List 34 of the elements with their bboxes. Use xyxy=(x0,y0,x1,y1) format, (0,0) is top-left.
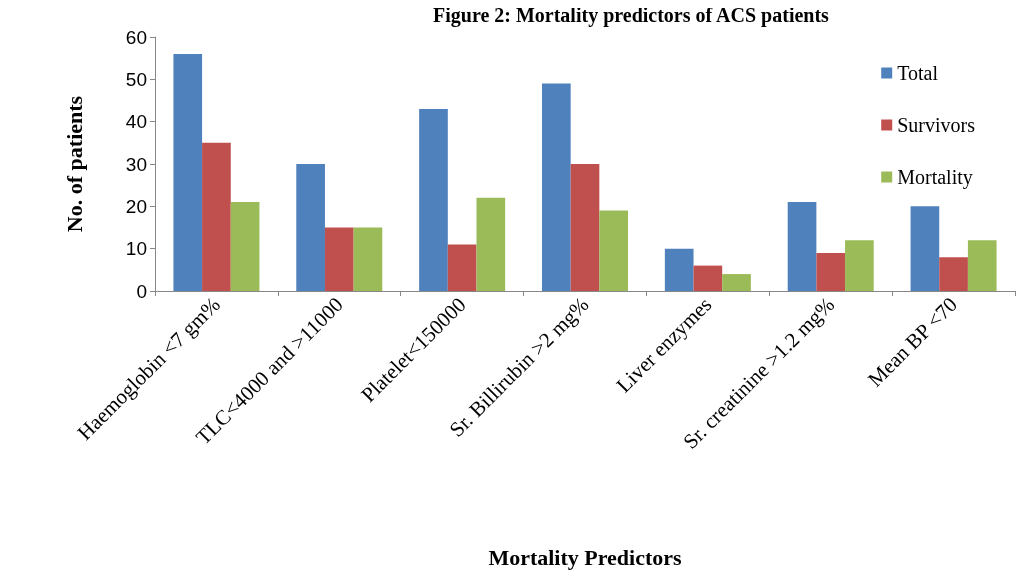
legend-label: Total xyxy=(897,62,939,84)
bar xyxy=(967,240,997,291)
bar xyxy=(599,210,628,291)
bar xyxy=(787,202,817,291)
bar xyxy=(419,108,448,291)
bar xyxy=(939,257,968,291)
bar xyxy=(664,248,694,291)
bar xyxy=(230,202,260,291)
y-tick-label: 30 xyxy=(125,153,147,175)
y-tick-label: 10 xyxy=(125,238,147,260)
bar xyxy=(447,244,477,291)
y-tick-label: 20 xyxy=(125,195,147,217)
bar xyxy=(570,164,600,291)
bar xyxy=(693,265,723,291)
bar xyxy=(542,83,571,291)
bar xyxy=(910,206,940,291)
y-tick-label: 0 xyxy=(136,280,147,302)
bar xyxy=(353,227,383,291)
chart-title: Figure 2: Mortality predictors of ACS patients xyxy=(433,4,830,27)
bar xyxy=(845,240,874,291)
legend-label: Mortality xyxy=(897,166,973,189)
bar xyxy=(296,164,325,291)
y-tick-label: 50 xyxy=(125,68,147,90)
bar xyxy=(324,227,354,291)
bar xyxy=(202,142,231,291)
y-axis-title: No. of patients xyxy=(61,95,87,233)
y-tick-label: 40 xyxy=(125,111,147,133)
y-tick-label: 60 xyxy=(125,26,147,48)
bar xyxy=(173,53,203,291)
bar xyxy=(816,252,846,291)
bar xyxy=(722,274,751,291)
x-axis-title: Mortality Predictors xyxy=(488,544,683,570)
bar xyxy=(476,197,506,291)
legend-label: Survivors xyxy=(897,114,976,136)
